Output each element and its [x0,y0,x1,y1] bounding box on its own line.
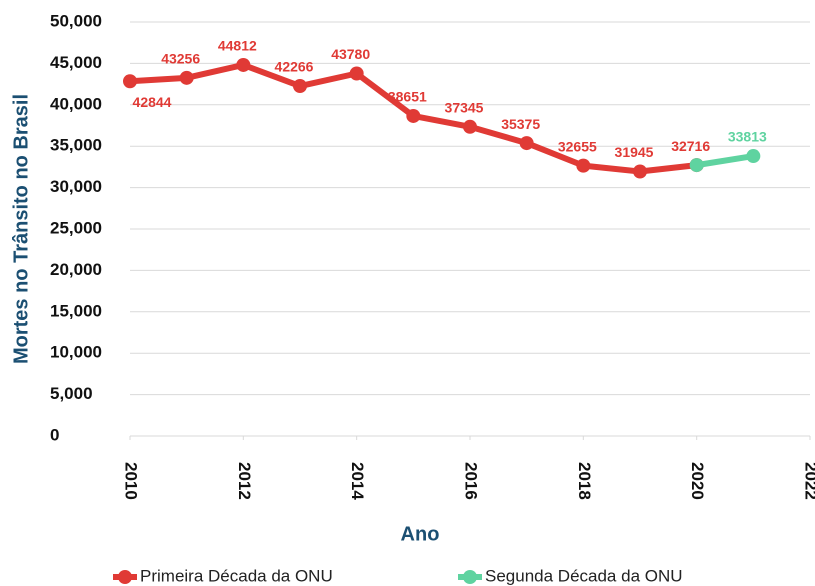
point [406,108,421,123]
line [696,153,754,169]
point [463,119,477,134]
data-label: 32716 [671,138,710,154]
point [349,66,364,81]
data-label: 42266 [275,59,314,75]
point [123,74,137,89]
x-tick-label: 2022 [802,462,815,500]
x-axis-title: Ano [401,523,440,545]
y-tick-label: 0 [50,425,59,444]
x-tick-label: 2016 [462,462,481,500]
y-tick-label: 25,000 [50,218,102,237]
legend-marker [463,570,477,584]
y-tick-label: 45,000 [50,53,102,72]
data-label: 31945 [615,144,654,160]
data-label: 43256 [161,51,200,67]
point [746,149,761,164]
data-label: 37345 [445,99,484,115]
point [689,158,704,173]
data-label: 38651 [388,89,427,105]
y-tick-label: 30,000 [50,177,102,196]
point [293,79,307,94]
legend-marker [118,570,132,584]
point [633,164,647,179]
x-tick-label: 2010 [122,462,141,500]
y-tick-label: 10,000 [50,343,102,362]
data-label: 42844 [133,94,172,110]
x-tick-label: 2020 [688,462,707,500]
point [236,57,251,72]
y-tick-label: 15,000 [50,301,102,320]
point [179,70,194,85]
data-label: 44812 [218,38,257,54]
data-label: 32655 [558,138,597,154]
data-label: 43780 [331,46,370,62]
y-axis-title: Mortes no Trânsito no Brasil [10,94,32,364]
y-tick-label: 40,000 [50,94,102,113]
legend-label: Segunda Década da ONU [485,566,683,585]
y-tick-label: 35,000 [50,136,102,155]
data-label: 35375 [501,116,540,132]
x-tick-label: 2018 [575,462,594,500]
y-tick-label: 5,000 [50,384,93,403]
y-tick-label: 20,000 [50,260,102,279]
x-tick-label: 2014 [348,462,367,500]
data-label: 33813 [728,129,767,145]
legend-label: Primeira Década da ONU [140,566,333,585]
y-tick-label: 50,000 [50,11,102,30]
point [576,158,591,173]
x-tick-label: 2012 [235,462,254,500]
point [519,136,534,151]
